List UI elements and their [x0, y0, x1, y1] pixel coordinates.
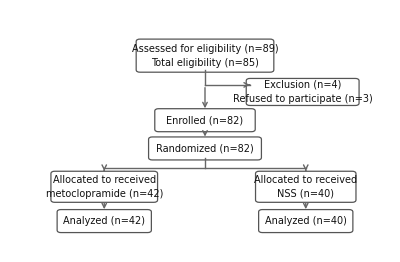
FancyBboxPatch shape: [148, 137, 262, 160]
FancyBboxPatch shape: [51, 171, 158, 202]
FancyBboxPatch shape: [256, 171, 356, 202]
Text: Allocated to received
metoclopramide (n=42): Allocated to received metoclopramide (n=…: [46, 175, 163, 199]
Text: Assessed for eligibility (n=89)
Total eligibility (n=85): Assessed for eligibility (n=89) Total el…: [132, 44, 278, 68]
Text: Exclusion (n=4)
Refused to participate (n=3): Exclusion (n=4) Refused to participate (…: [233, 80, 372, 104]
FancyBboxPatch shape: [259, 210, 353, 233]
Text: Randomized (n=82): Randomized (n=82): [156, 144, 254, 154]
Text: Analyzed (n=42): Analyzed (n=42): [63, 216, 145, 226]
Text: Analyzed (n=40): Analyzed (n=40): [265, 216, 347, 226]
Text: Allocated to received
NSS (n=40): Allocated to received NSS (n=40): [254, 175, 357, 199]
Text: Enrolled (n=82): Enrolled (n=82): [166, 115, 244, 125]
FancyBboxPatch shape: [136, 39, 274, 72]
FancyBboxPatch shape: [155, 109, 255, 132]
FancyBboxPatch shape: [57, 210, 151, 233]
FancyBboxPatch shape: [246, 78, 359, 106]
